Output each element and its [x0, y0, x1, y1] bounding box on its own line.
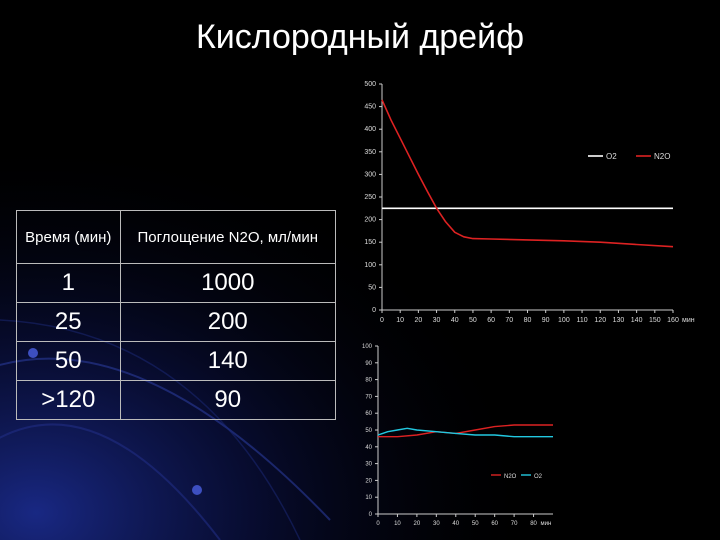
x-tick-label: 120 [594, 317, 606, 324]
legend-label-n2o: N2O [504, 474, 517, 480]
y-tick-label: 150 [364, 239, 376, 246]
y-tick-label: 350 [364, 149, 376, 156]
x-tick-label: 50 [469, 317, 477, 324]
x-tick-label: 20 [414, 317, 422, 324]
x-tick-label: 0 [376, 521, 380, 527]
y-tick-label: 0 [369, 512, 373, 518]
table-cell-absorption: 90 [119, 380, 337, 420]
x-tick-label: 40 [451, 317, 459, 324]
y-tick-label: 500 [364, 81, 376, 88]
series-line-n2o [381, 99, 674, 248]
x-tick-label: 70 [505, 317, 513, 324]
x-tick-label: 40 [452, 521, 459, 527]
table-cell-time: 1 [16, 263, 121, 303]
y-tick-label: 60 [365, 411, 372, 417]
x-unit-label: мин [541, 521, 552, 527]
x-tick-label: 10 [396, 317, 404, 324]
legend-label-o2: O2 [606, 152, 617, 161]
x-tick-label: 160 [667, 317, 679, 324]
table-cell-time: 50 [16, 341, 121, 381]
x-tick-label: 70 [511, 521, 518, 527]
y-tick-label: 450 [364, 104, 376, 111]
x-tick-label: 90 [542, 317, 550, 324]
table-header-row: Время (мин) Поглощение N2O, мл/мин [16, 210, 337, 264]
x-tick-label: 30 [433, 317, 441, 324]
y-tick-label: 80 [365, 378, 372, 384]
x-tick-label: 110 [576, 317, 587, 324]
series-line-o2 [377, 427, 553, 438]
y-tick-label: 50 [365, 428, 372, 434]
table-cell-time: >120 [16, 380, 121, 420]
x-tick-label: 20 [414, 521, 421, 527]
y-tick-label: 90 [365, 361, 372, 367]
x-tick-label: 80 [524, 317, 532, 324]
table-row: >120 90 [16, 380, 337, 420]
table-row: 1 1000 [16, 263, 337, 303]
x-tick-label: 150 [649, 317, 661, 324]
y-tick-label: 10 [365, 495, 372, 501]
y-tick-label: 50 [368, 284, 376, 291]
x-tick-label: 0 [380, 317, 384, 324]
oxygen-drift-chart-top: 0 50 100 150 200 250 300 350 400 450 500 0 10 20 30 40 5… [364, 81, 695, 324]
y-tick-label: 250 [364, 194, 376, 201]
x-tick-label: 60 [487, 317, 495, 324]
column-header-absorption: Поглощение N2O, мл/мин [119, 210, 337, 264]
decor-dot [192, 485, 202, 495]
series-line-n2o [378, 424, 553, 438]
y-tick-label: 40 [365, 445, 372, 451]
x-tick-label: 130 [613, 317, 625, 324]
table-row: 25 200 [16, 302, 337, 342]
y-tick-label: 20 [365, 478, 372, 484]
y-tick-label: 30 [365, 462, 372, 468]
x-tick-label: 50 [472, 521, 479, 527]
y-tick-label: 200 [364, 217, 376, 224]
table-row: 50 140 [16, 341, 337, 381]
legend-label-o2: O2 [534, 474, 543, 480]
table-cell-absorption: 1000 [119, 263, 337, 303]
y-tick-label: 400 [364, 126, 376, 133]
x-tick-label: 80 [530, 521, 537, 527]
y-tick-label: 0 [372, 307, 376, 314]
x-tick-label: 30 [433, 521, 440, 527]
absorption-table: Время (мин) Поглощение N2O, мл/мин 1 100… [16, 210, 337, 420]
table-cell-time: 25 [16, 302, 121, 342]
table-cell-absorption: 200 [119, 302, 337, 342]
x-unit-label: мин [682, 317, 695, 324]
x-tick-label: 100 [558, 317, 570, 324]
legend-label-n2o: N2O [654, 152, 670, 161]
y-tick-label: 300 [364, 171, 376, 178]
x-tick-label: 140 [631, 317, 643, 324]
table-cell-absorption: 140 [119, 341, 337, 381]
y-tick-label: 100 [364, 262, 376, 269]
x-tick-label: 10 [394, 521, 401, 527]
column-header-time: Время (мин) [16, 210, 121, 264]
slide-title: Кислородный дрейф [195, 18, 525, 56]
oxygen-drift-chart-bottom: 0 10 20 30 40 50 60 70 80 90 100 0 10 20 30 40 50 60 70 80 м… [362, 344, 553, 527]
x-tick-label: 60 [491, 521, 498, 527]
y-tick-label: 100 [362, 344, 373, 350]
y-tick-label: 70 [365, 394, 372, 400]
